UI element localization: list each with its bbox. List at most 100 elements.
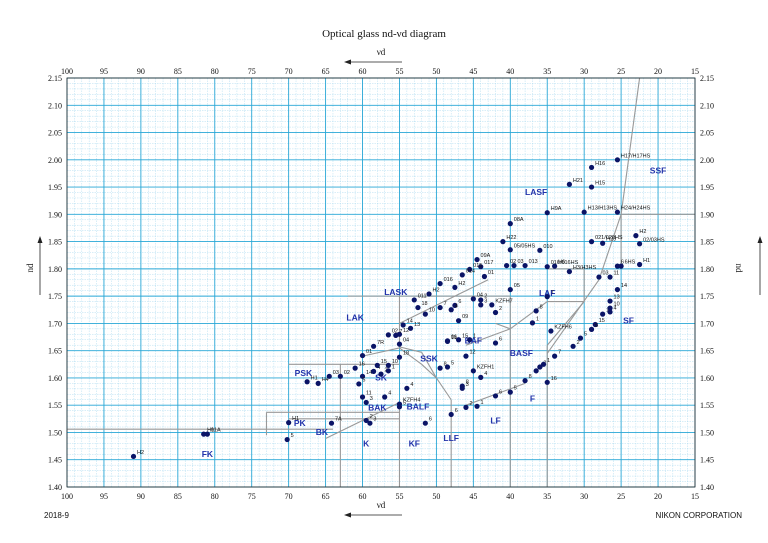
glass-point xyxy=(478,264,484,270)
glass-point-label: 13 xyxy=(614,295,620,301)
glass-point-label: 4 xyxy=(455,303,458,309)
glass-point-label: 016/016HS xyxy=(551,260,579,266)
y-tick-label-left: 1.60 xyxy=(48,374,62,383)
glass-point-label: 8 xyxy=(466,380,469,386)
region-label: LAK xyxy=(346,313,364,323)
region-labels: FK PK BK PSK SK SSK BAK BALF K KF LLF LF F BAF BASF LAK… xyxy=(202,165,667,459)
glass-point xyxy=(284,436,290,443)
glass-point-label: 15 xyxy=(381,359,387,365)
glass-point xyxy=(614,263,621,269)
glass-point-label: 4 xyxy=(410,382,413,388)
x-tick-label-bottom: 30 xyxy=(580,492,588,501)
x-tick-label-top: 85 xyxy=(174,67,182,76)
glass-point-label: 1 xyxy=(606,308,609,314)
glass-point-label: 6 xyxy=(499,389,502,395)
x-axis-title-top: νd xyxy=(377,47,386,57)
glass-point-label: 1 xyxy=(536,316,539,322)
glass-point-label: 7 xyxy=(558,350,561,356)
x-tick-label-top: 20 xyxy=(654,67,662,76)
glass-point-label: 14 xyxy=(366,370,372,376)
glass-point-label: H15 xyxy=(595,181,605,187)
glass-point-label: 5 xyxy=(514,386,517,392)
region-label: SSK xyxy=(420,354,438,364)
glass-point xyxy=(474,256,480,263)
y-tick-label-right: 1.50 xyxy=(700,428,714,437)
glass-point-label: H3/H3HS xyxy=(573,265,597,271)
glass-point-label: 6HS xyxy=(625,260,636,266)
region-label: LF xyxy=(490,416,500,426)
y-tick-label-right: 2.10 xyxy=(700,101,714,110)
glass-point-label: H2 xyxy=(458,281,465,287)
glass-point-label: 06 xyxy=(451,334,457,340)
chart-title: Optical glass nd-νd diagram xyxy=(322,28,446,40)
major-grid xyxy=(66,77,696,488)
y-tick-label-right: 2.15 xyxy=(700,74,714,83)
glass-point-label: H24/H24HS xyxy=(621,206,651,212)
y-axis-arrowhead-left xyxy=(37,236,43,243)
glass-point-label: 4 xyxy=(388,391,391,397)
region-label: K xyxy=(363,439,370,449)
glass-point xyxy=(459,272,465,278)
glass-point xyxy=(378,371,384,377)
glass-point xyxy=(507,286,513,293)
glass-point-label: 3 xyxy=(466,382,469,388)
y-tick-label-left: 1.65 xyxy=(48,347,62,356)
x-tick-label-top: 95 xyxy=(100,67,108,76)
glass-point-label: 6 xyxy=(621,260,624,266)
x-tick-label-bottom: 100 xyxy=(61,492,73,501)
glass-point-label: H1 xyxy=(311,375,318,381)
glass-point xyxy=(422,420,428,426)
glass-point-label: 7 xyxy=(444,301,447,307)
x-tick-label-top: 60 xyxy=(359,67,367,76)
glass-point xyxy=(385,332,391,338)
region-label: SK xyxy=(375,373,388,383)
x-tick-label-bottom: 95 xyxy=(100,492,108,501)
boundary-line xyxy=(465,328,511,346)
x-axis-arrowhead-bottom xyxy=(344,512,351,518)
x-tick-label-bottom: 55 xyxy=(395,492,403,501)
y-tick-label-left: 1.95 xyxy=(48,183,62,192)
glass-point xyxy=(529,320,536,326)
glass-point-label: 03 xyxy=(602,271,608,277)
region-label: FK xyxy=(202,449,214,459)
glass-point xyxy=(522,262,528,269)
boundary-line xyxy=(620,77,641,215)
glass-point-label: 4 xyxy=(377,365,380,371)
glass-point-label: 4 xyxy=(484,371,487,377)
x-axis-title-bottom: νd xyxy=(377,500,386,510)
glass-point-label: 2 xyxy=(499,306,502,312)
glass-point xyxy=(448,411,454,418)
glass-point-label: 3 xyxy=(484,298,487,304)
glass-point xyxy=(371,343,377,349)
glass-point-label: 02 xyxy=(510,259,516,265)
glass-point xyxy=(337,373,343,379)
y-tick-label-right: 2.00 xyxy=(700,156,714,165)
region-label: LASK xyxy=(384,287,408,297)
glass-point xyxy=(492,309,499,316)
glass-point-label: H16 xyxy=(595,161,605,167)
glass-point xyxy=(566,268,573,275)
glass-point-label: 6 xyxy=(455,408,458,414)
glass-point xyxy=(522,378,528,384)
glass-point-label: 16 xyxy=(359,362,365,368)
boundary-line xyxy=(598,214,622,280)
glass-point xyxy=(492,340,499,346)
glass-point-label: 03 xyxy=(333,370,339,376)
glass-point-label: 11 xyxy=(366,391,372,397)
glass-point xyxy=(352,365,358,371)
glass-point-label: 2 xyxy=(370,414,373,420)
glass-point xyxy=(636,241,643,247)
boundary-line xyxy=(325,401,400,439)
glass-point xyxy=(474,403,480,409)
glass-point-label: 18 xyxy=(421,301,427,307)
glass-point xyxy=(382,394,388,400)
x-tick-label-top: 65 xyxy=(322,67,330,76)
glass-point-label: KZFH6 xyxy=(554,325,571,331)
y-tick-label-right: 1.40 xyxy=(700,483,714,492)
glass-point-label: 015 xyxy=(473,263,482,269)
region-label: BAF xyxy=(465,336,482,346)
glass-point xyxy=(204,431,210,437)
x-tick-label-top: 25 xyxy=(617,67,625,76)
glass-point-label: 12 xyxy=(469,350,475,356)
x-tick-label-top: 50 xyxy=(432,67,440,76)
